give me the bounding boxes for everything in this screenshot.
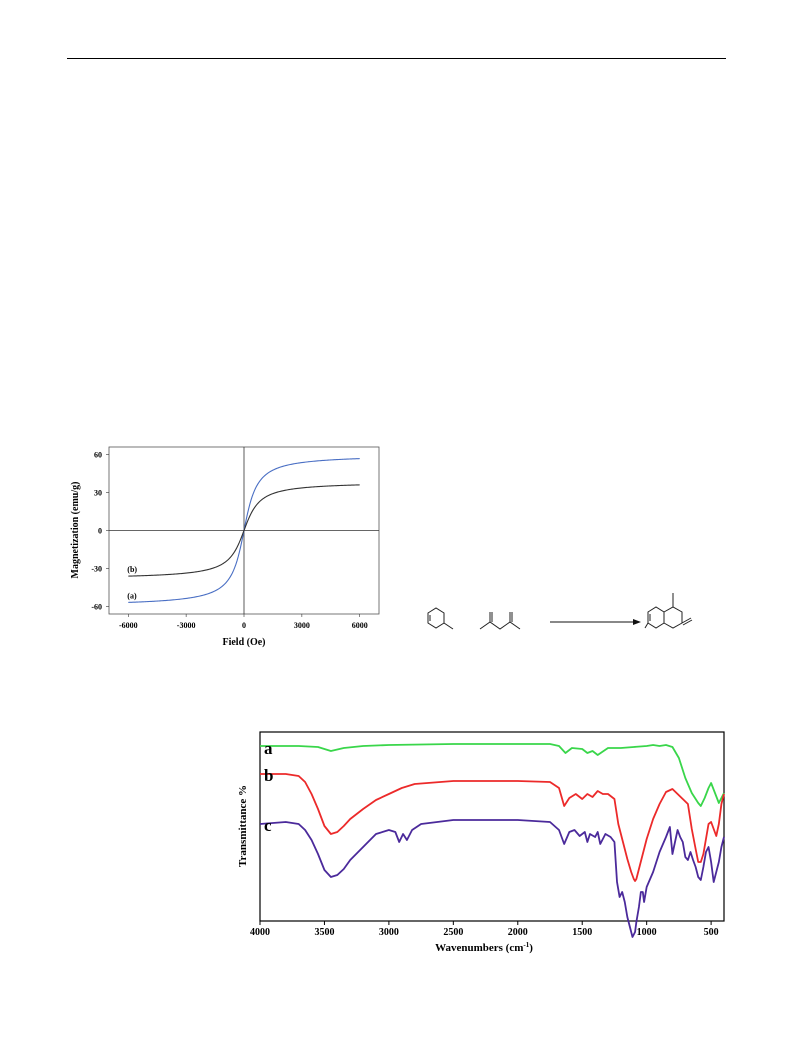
series-line-c [259, 819, 725, 938]
series-line-b [128, 484, 360, 577]
y-axis-label: Transmittance % [237, 785, 249, 867]
header-rule [67, 58, 726, 59]
series-line-a [260, 743, 725, 807]
x-tick-label: 4000 [250, 927, 270, 938]
y-tick-label: 30 [94, 489, 102, 498]
x-tick-label: -3000 [177, 621, 196, 630]
x-axis-label: Field (Oe) [222, 637, 265, 648]
x-tick-label: 2000 [508, 927, 528, 938]
series-label-b: b [264, 766, 273, 785]
diketone-reactant [479, 612, 521, 630]
x-tick-label: 6000 [352, 621, 368, 630]
x-tick-label: -6000 [119, 621, 138, 630]
reaction-arrow [550, 619, 641, 625]
x-tick-label: 500 [704, 927, 719, 938]
series-line-b [260, 773, 725, 882]
reaction-scheme [427, 593, 693, 630]
x-tick-label: 0 [242, 621, 246, 630]
y-tick-label: 0 [98, 527, 102, 536]
series-label-a: (a) [127, 591, 137, 600]
magnetization-chart: -6000 -3000 0 3000 6000 -60 -30 0 30 60 (a) (b) Fi… [70, 446, 380, 648]
plot-frame [259, 731, 725, 922]
x-tick-label: 3000 [294, 621, 310, 630]
x-axis-label: Wavenumbers (cm-1) [435, 941, 533, 954]
x-tick-label: 1500 [572, 927, 592, 938]
x-tick-label: 2500 [443, 927, 463, 938]
ftir-chart: 4000 3500 3000 2500 2000 1500 1000 500 ab c Tran… [237, 731, 725, 954]
series-label-c: c [264, 816, 272, 835]
benzene-ring-reactant [427, 607, 454, 630]
coumarin-product [644, 593, 693, 629]
series-label-b: (b) [127, 565, 137, 574]
x-tick-label: 3000 [379, 927, 399, 938]
y-tick-label: 60 [94, 451, 102, 460]
y-tick-label: -30 [91, 564, 102, 573]
x-tick-label: 1000 [637, 927, 657, 938]
y-axis-label: Magnetization (emu/g) [70, 482, 81, 579]
series-label-a: a [264, 739, 273, 758]
x-tick-label: 3500 [314, 927, 334, 938]
y-tick-label: -60 [91, 602, 102, 611]
